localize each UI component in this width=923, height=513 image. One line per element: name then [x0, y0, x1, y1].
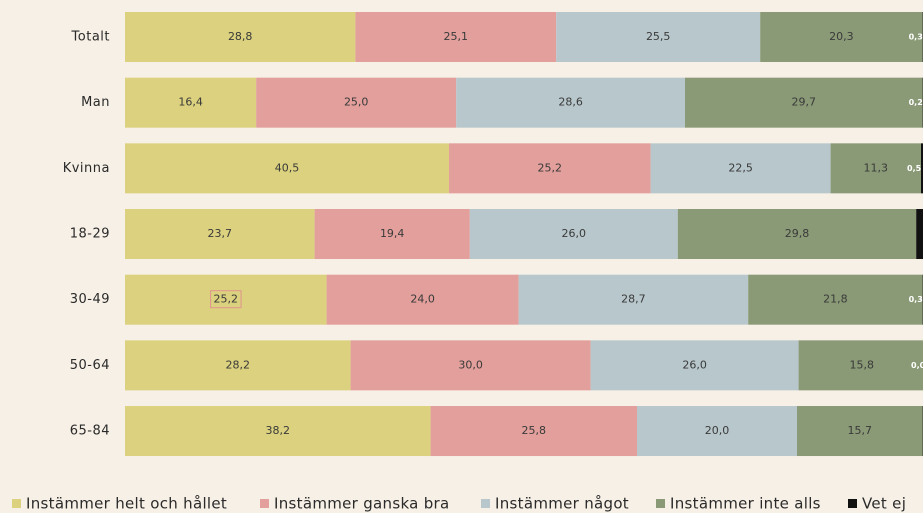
data-label: 25,0: [344, 96, 369, 109]
legend-swatch: [12, 499, 21, 508]
data-label: 0,3: [909, 33, 923, 42]
data-label: 26,0: [562, 227, 587, 240]
bar-segment: [125, 12, 356, 62]
bar-segment: [314, 209, 470, 260]
data-label: 20,0: [705, 424, 730, 437]
data-label: 29,7: [792, 96, 817, 109]
data-label: 15,8: [850, 358, 875, 371]
bar-segment: [125, 274, 327, 325]
bar-segment: [556, 12, 761, 62]
bar-segment: [430, 406, 637, 457]
data-label: 25,5: [646, 30, 671, 43]
legend-swatch: [656, 499, 665, 508]
bar-segment: [830, 143, 921, 194]
legend-label: Vet ej: [862, 495, 906, 513]
category-label: Kvinna: [63, 161, 110, 176]
data-label: 30,0: [458, 358, 483, 371]
bar-segment: [760, 12, 923, 62]
data-label: 0,2: [909, 98, 923, 107]
data-label: 40,5: [275, 161, 300, 174]
focus-outline: [210, 290, 242, 309]
bar-segment: [650, 143, 831, 194]
legend-swatch: [260, 499, 269, 508]
bar-segment: [685, 77, 923, 128]
bar-segment: [125, 143, 449, 194]
legend-label: Instämmer ganska bra: [274, 495, 450, 513]
category-label: 50-64: [70, 358, 110, 373]
data-label: 25,1: [444, 30, 469, 43]
data-label: 28,7: [621, 293, 646, 306]
legend-label: Instämmer helt och hållet: [26, 495, 227, 513]
data-label: 19,4: [380, 227, 405, 240]
legend-label: Instämmer något: [495, 495, 629, 513]
data-label: 11,3: [864, 161, 889, 174]
data-label: 29,8: [785, 227, 810, 240]
legend-swatch: [848, 499, 857, 508]
bar-segment: [326, 274, 519, 325]
bar-segment: [125, 340, 351, 391]
data-label: 21,8: [823, 293, 848, 306]
bar-segment: [355, 12, 557, 62]
legend-swatch: [481, 499, 490, 508]
bar-segment: [921, 143, 923, 194]
data-label: 26,0: [682, 358, 707, 371]
data-label: 24,0: [410, 293, 435, 306]
bar-segment: [125, 209, 315, 260]
legend-label: Instämmer inte alls: [670, 495, 821, 513]
data-label: 23,7: [208, 227, 233, 240]
data-label: 0,3: [909, 295, 923, 304]
data-label: 28,6: [558, 96, 583, 109]
category-label: Totalt: [71, 30, 110, 45]
data-label: 28,8: [228, 30, 253, 43]
data-label: 25,2: [538, 161, 563, 174]
bar-segment: [350, 340, 591, 391]
bar-segment: [456, 77, 685, 128]
bar-segment: [125, 406, 431, 457]
data-label: 0,0: [911, 361, 923, 370]
data-label: 25,8: [522, 424, 547, 437]
data-label: 0,5: [907, 164, 922, 173]
bar-segment: [797, 406, 923, 457]
data-label: 15,7: [848, 424, 873, 437]
category-label: 18-29: [70, 227, 110, 242]
bar-segment: [518, 274, 749, 325]
bar-segment: [449, 143, 651, 194]
bar-segment: [748, 274, 923, 325]
data-label: 38,2: [266, 424, 291, 437]
bar-segment: [916, 209, 923, 260]
bar-segment: [125, 77, 257, 128]
bar-segment: [798, 340, 923, 391]
data-label: 28,2: [226, 358, 251, 371]
bar-segment: [256, 77, 457, 128]
data-label: 22,5: [728, 161, 753, 174]
bar-segment: [590, 340, 799, 391]
data-label: 20,3: [829, 30, 854, 43]
bar-segment: [637, 406, 797, 457]
data-label: 25,2: [214, 293, 239, 306]
data-label: 16,4: [178, 96, 203, 109]
category-label: 65-84: [70, 424, 110, 439]
bar-segment: [677, 209, 917, 260]
category-label: 30-49: [70, 292, 110, 307]
category-label: Man: [81, 95, 110, 110]
bar-segment: [469, 209, 678, 260]
